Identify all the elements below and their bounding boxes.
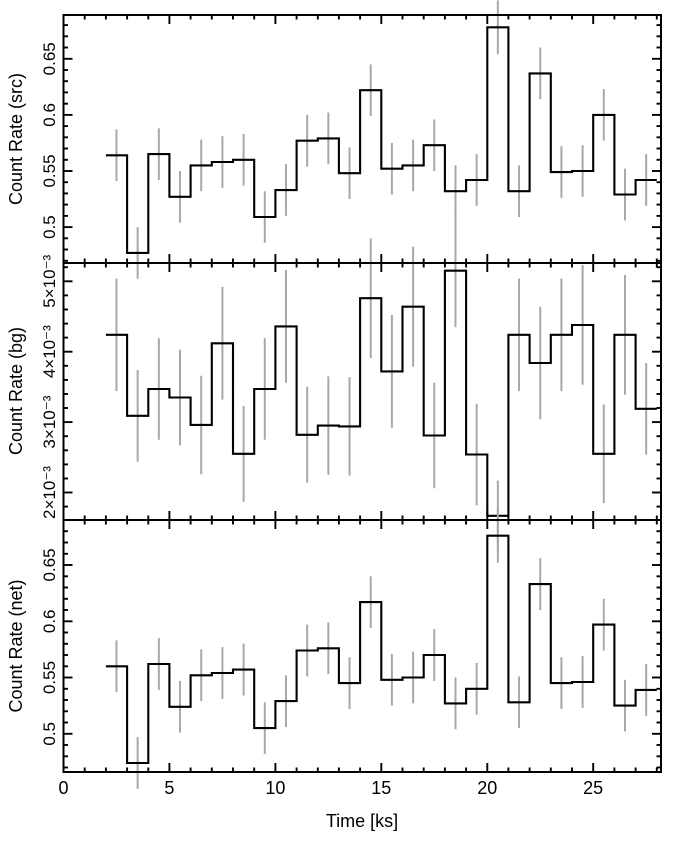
x-tick-label: 20: [477, 778, 497, 798]
panel-frame-net: [62, 519, 662, 773]
y-tick-label-net: 0.65: [40, 548, 59, 581]
ticks-bg: [62, 263, 661, 520]
y-tick-label-bg: 2×10⁻³: [40, 466, 59, 519]
x-tick-label: 5: [164, 778, 174, 798]
y-tick-label-bg: 3×10⁻³: [40, 395, 59, 448]
plot-panels: 0.50.550.60.652×10⁻³3×10⁻³4×10⁻³5×10⁻³0.…: [40, 0, 662, 798]
y-tick-label-src: 0.5: [40, 215, 59, 239]
x-tick-labels: 0 5 10 15 20 25: [58, 778, 603, 798]
x-tick-label: 25: [583, 778, 603, 798]
y-tick-label-bg: 5×10⁻³: [40, 255, 59, 308]
y-axis-title-net: Count Rate (net): [6, 579, 26, 712]
panel-frame-bg: [62, 262, 662, 521]
y-tick-label-net: 0.5: [40, 722, 59, 746]
y-tick-label-net: 0.55: [40, 661, 59, 694]
panel-bg: 2×10⁻³ 3×10⁻³ 4×10⁻³ 5×10⁻³: [40, 214, 662, 551]
step-line-net: [105, 534, 657, 765]
panel-net: 0.5 0.55 0.6 0.65: [40, 508, 662, 789]
step-line-bg: [105, 269, 657, 517]
y-axis-title-bg: Count Rate (bg): [6, 327, 26, 455]
y-tick-label-src: 0.65: [40, 42, 59, 75]
x-tick-label: 10: [265, 778, 285, 798]
x-axis-title: Time [ks]: [326, 811, 398, 831]
x-tick-label: 0: [58, 778, 68, 798]
y-tick-label-bg: 4×10⁻³: [40, 325, 59, 378]
ticks-src: [62, 15, 661, 263]
panel-frame-src: [62, 14, 662, 264]
y-tick-label-src: 0.55: [40, 154, 59, 187]
panel-src: 0.5 0.55 0.6 0.65: [40, 0, 662, 279]
ticks-net: [62, 519, 661, 772]
x-tick-label: 15: [371, 778, 391, 798]
y-axis-title-src: Count Rate (src): [6, 73, 26, 205]
step-line-src: [105, 26, 657, 254]
y-tick-label-src: 0.6: [40, 103, 59, 127]
y-tick-label-net: 0.6: [40, 609, 59, 633]
